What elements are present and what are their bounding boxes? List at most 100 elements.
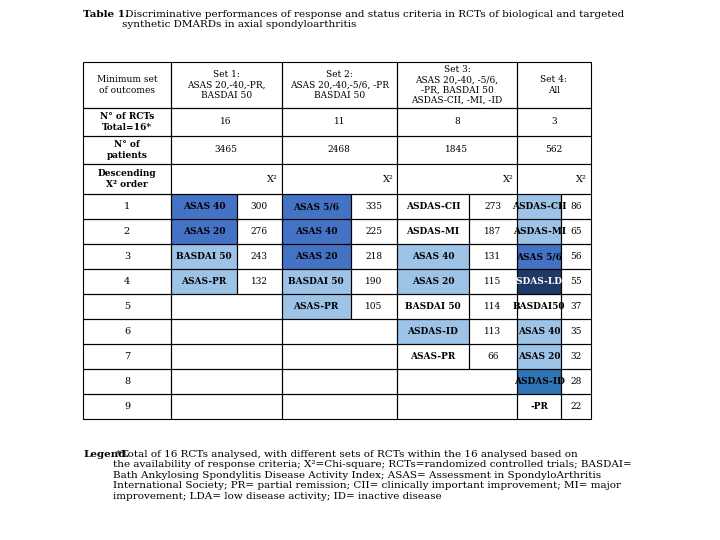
Bar <box>469 219 517 244</box>
Bar <box>83 369 171 394</box>
Bar <box>171 269 238 294</box>
Bar <box>282 219 351 244</box>
Bar <box>282 194 351 219</box>
Bar <box>238 244 282 269</box>
Text: 187: 187 <box>485 227 502 236</box>
Bar <box>171 294 282 319</box>
Bar <box>282 244 351 269</box>
Bar <box>83 62 171 108</box>
Bar <box>397 164 517 194</box>
Bar <box>562 219 591 244</box>
Bar <box>238 269 282 294</box>
Text: N° of
patients: N° of patients <box>107 140 148 160</box>
Bar <box>469 269 517 294</box>
Bar <box>282 369 397 394</box>
Bar <box>397 136 517 164</box>
Bar <box>517 108 591 136</box>
Bar <box>469 344 517 369</box>
Bar <box>282 394 397 419</box>
Bar <box>171 62 282 108</box>
Text: 6: 6 <box>124 327 130 336</box>
Bar <box>517 194 562 219</box>
Bar <box>238 194 282 219</box>
Text: Set 2:
ASAS 20,-40,-5/6, -PR
BASDAI 50: Set 2: ASAS 20,-40,-5/6, -PR BASDAI 50 <box>289 70 389 100</box>
Bar <box>238 194 282 219</box>
Bar <box>397 136 517 164</box>
Bar <box>171 219 238 244</box>
Bar <box>517 244 562 269</box>
Bar <box>397 244 469 269</box>
Text: ASAS 40: ASAS 40 <box>412 252 454 261</box>
Text: 35: 35 <box>570 327 582 336</box>
Bar <box>397 294 469 319</box>
Text: 131: 131 <box>485 252 502 261</box>
Bar <box>282 108 397 136</box>
Bar <box>83 219 171 244</box>
Bar <box>397 219 469 244</box>
Bar <box>397 369 517 394</box>
Text: 3465: 3465 <box>215 145 238 154</box>
Bar <box>517 369 562 394</box>
Bar <box>171 319 282 344</box>
Text: ASAS 20: ASAS 20 <box>183 227 225 236</box>
Bar <box>83 244 171 269</box>
Text: X²: X² <box>267 174 278 184</box>
Text: 1845: 1845 <box>446 145 469 154</box>
Bar <box>351 194 397 219</box>
Bar <box>282 319 397 344</box>
Text: 114: 114 <box>485 302 502 311</box>
Bar <box>83 319 171 344</box>
Text: ASAS 40: ASAS 40 <box>518 327 560 336</box>
Bar <box>469 344 517 369</box>
Bar <box>83 164 171 194</box>
Bar <box>517 219 562 244</box>
Bar <box>351 219 397 244</box>
Text: 37: 37 <box>570 302 582 311</box>
Text: 2468: 2468 <box>328 145 351 154</box>
Bar <box>469 244 517 269</box>
Bar <box>562 219 591 244</box>
Text: ASAS 20: ASAS 20 <box>412 277 454 286</box>
Text: ASAS 5/6: ASAS 5/6 <box>516 252 562 261</box>
Text: 3: 3 <box>124 252 130 261</box>
Bar <box>562 244 591 269</box>
Bar <box>469 244 517 269</box>
Bar <box>351 244 397 269</box>
Bar <box>517 108 591 136</box>
Bar <box>282 62 397 108</box>
Text: ASDAS-CII: ASDAS-CII <box>406 202 460 211</box>
Text: 66: 66 <box>487 352 499 361</box>
Bar <box>83 164 171 194</box>
Text: 7: 7 <box>124 352 130 361</box>
Bar <box>397 394 517 419</box>
Text: ASAS-PR: ASAS-PR <box>181 277 227 286</box>
Bar <box>469 319 517 344</box>
Text: 113: 113 <box>485 327 502 336</box>
Text: 115: 115 <box>485 277 502 286</box>
Text: ASAS 5/6: ASAS 5/6 <box>293 202 339 211</box>
Bar <box>562 294 591 319</box>
Bar <box>562 269 591 294</box>
Bar <box>171 394 282 419</box>
Bar <box>351 244 397 269</box>
Text: ASAS 20: ASAS 20 <box>518 352 560 361</box>
Text: Set 3:
ASAS 20,-40, -5/6,
-PR, BASDAI 50
ASDAS-CII, -MI, -ID: Set 3: ASAS 20,-40, -5/6, -PR, BASDAI 50… <box>411 65 503 105</box>
Bar <box>83 319 171 344</box>
Bar <box>282 294 351 319</box>
Text: ASDAS-MI: ASDAS-MI <box>513 227 566 236</box>
Text: Legend.: Legend. <box>83 450 129 459</box>
Bar <box>282 319 397 344</box>
Text: 86: 86 <box>570 202 582 211</box>
Bar <box>171 394 282 419</box>
Text: Set 4:
All: Set 4: All <box>541 75 567 94</box>
Bar <box>171 164 282 194</box>
Text: 300: 300 <box>251 202 268 211</box>
Bar <box>282 194 351 219</box>
Bar <box>83 344 171 369</box>
Text: 1: 1 <box>124 202 130 211</box>
Bar <box>238 244 282 269</box>
Text: 11: 11 <box>333 118 345 126</box>
Bar <box>562 269 591 294</box>
Bar <box>238 269 282 294</box>
Text: 335: 335 <box>365 202 382 211</box>
